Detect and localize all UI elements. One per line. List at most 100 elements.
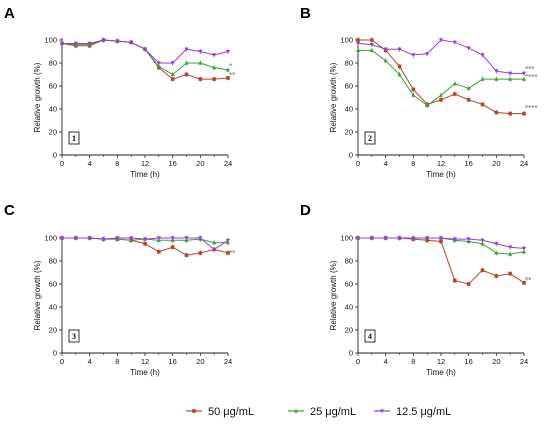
legend-label: 50 μg/mL — [208, 406, 254, 418]
data-point — [425, 103, 430, 108]
data-point — [101, 237, 106, 242]
x-tick-label: 4 — [88, 159, 92, 168]
panel-label: D — [300, 202, 311, 219]
data-point — [466, 86, 471, 90]
legend-marker — [379, 409, 385, 414]
data-point — [508, 76, 513, 81]
data-point — [438, 38, 444, 43]
y-tick-label: 40 — [49, 303, 57, 312]
y-tick-label: 40 — [49, 105, 57, 114]
y-axis-label: Relative growth (%) — [329, 62, 338, 132]
data-point — [170, 72, 175, 77]
significance-label: **** — [525, 73, 537, 82]
panel-number: 3 — [72, 332, 76, 341]
series-1 — [355, 47, 527, 109]
series-2 — [59, 37, 231, 66]
data-point — [452, 40, 457, 45]
data-point — [184, 72, 189, 77]
data-point — [480, 268, 485, 272]
significance-label: **** — [525, 104, 537, 113]
data-point — [115, 39, 120, 44]
data-point — [466, 98, 471, 102]
data-point — [466, 46, 471, 51]
y-tick-label: 100 — [340, 36, 353, 45]
chart-panel-c: C 0 20 40 60 80 100 0 4 8 12 16 20 24 Time (h) Relative… — [4, 202, 235, 377]
data-point — [397, 236, 402, 241]
significance-label: ** — [229, 249, 235, 258]
data-point — [522, 281, 526, 285]
data-point — [226, 76, 230, 80]
chart-panel-d: D 0 20 40 60 80 100 0 4 8 12 16 20 24 Time (h) Relative… — [300, 202, 531, 377]
data-point — [184, 47, 189, 52]
legend-item: 12.5 μg/mL — [374, 406, 451, 418]
significance-label: * — [229, 62, 232, 71]
x-tick-label: 8 — [411, 159, 415, 168]
legend-item: 50 μg/mL — [186, 406, 254, 418]
x-tick-label: 4 — [384, 159, 388, 168]
panel-number-box — [68, 131, 80, 145]
data-point — [383, 58, 388, 63]
data-point — [439, 98, 443, 102]
data-point — [521, 71, 527, 76]
y-tick-label: 40 — [345, 303, 353, 312]
series-0 — [356, 235, 526, 287]
data-point — [494, 242, 499, 246]
y-tick-label: 80 — [345, 257, 353, 266]
data-point — [508, 245, 513, 250]
data-point — [142, 237, 148, 242]
data-point — [184, 236, 189, 241]
data-point — [198, 77, 203, 81]
y-tick-label: 80 — [49, 257, 57, 266]
x-tick-label: 16 — [464, 357, 472, 366]
data-point — [355, 41, 361, 46]
y-axis-label: Relative growth (%) — [329, 260, 338, 330]
significance-label: *** — [525, 65, 534, 74]
data-point — [397, 72, 402, 77]
y-tick-label: 60 — [345, 280, 353, 289]
y-tick-label: 100 — [44, 234, 57, 243]
legend-item: 25 μg/mL — [288, 406, 356, 418]
x-tick-label: 12 — [437, 159, 445, 168]
data-point — [170, 61, 175, 66]
data-point — [212, 240, 217, 245]
data-point — [508, 111, 512, 116]
data-point — [425, 236, 430, 241]
y-tick-label: 80 — [345, 59, 353, 68]
x-tick-label: 20 — [492, 357, 500, 366]
data-point — [411, 87, 416, 92]
panel-number-box — [364, 131, 376, 145]
series-2 — [59, 235, 231, 252]
legend-label: 12.5 μg/mL — [396, 406, 451, 418]
data-point — [494, 69, 499, 74]
x-axis-label: Time (h) — [130, 170, 160, 179]
data-point — [212, 247, 217, 252]
data-point — [480, 238, 485, 243]
legend: 50 μg/mL 25 μg/mL 12.5 μg/mL — [186, 406, 451, 418]
y-tick-label: 20 — [49, 326, 57, 335]
data-point — [480, 241, 485, 246]
data-point — [170, 245, 175, 249]
data-point — [397, 64, 402, 69]
data-point — [383, 47, 388, 52]
x-tick-label: 16 — [168, 357, 176, 366]
x-tick-label: 24 — [224, 159, 232, 168]
data-point — [383, 236, 388, 241]
legend-marker — [192, 409, 196, 413]
panel-label: C — [4, 202, 15, 219]
chart-panel-a: A 0 20 40 60 80 100 0 4 8 12 16 20 24 Time (h) Relative… — [4, 5, 235, 179]
legend-label: 25 μg/mL — [310, 406, 356, 418]
data-point — [73, 236, 78, 241]
y-tick-label: 100 — [44, 36, 57, 45]
data-point — [157, 250, 161, 254]
data-point — [508, 71, 513, 76]
x-tick-label: 4 — [384, 357, 388, 366]
x-tick-label: 4 — [88, 357, 92, 366]
series-line — [358, 39, 524, 115]
x-tick-label: 12 — [141, 159, 149, 168]
data-point — [397, 47, 402, 52]
x-tick-label: 16 — [168, 159, 176, 168]
series-2 — [355, 37, 527, 76]
y-tick-label: 0 — [349, 151, 353, 160]
x-tick-label: 20 — [492, 159, 500, 168]
